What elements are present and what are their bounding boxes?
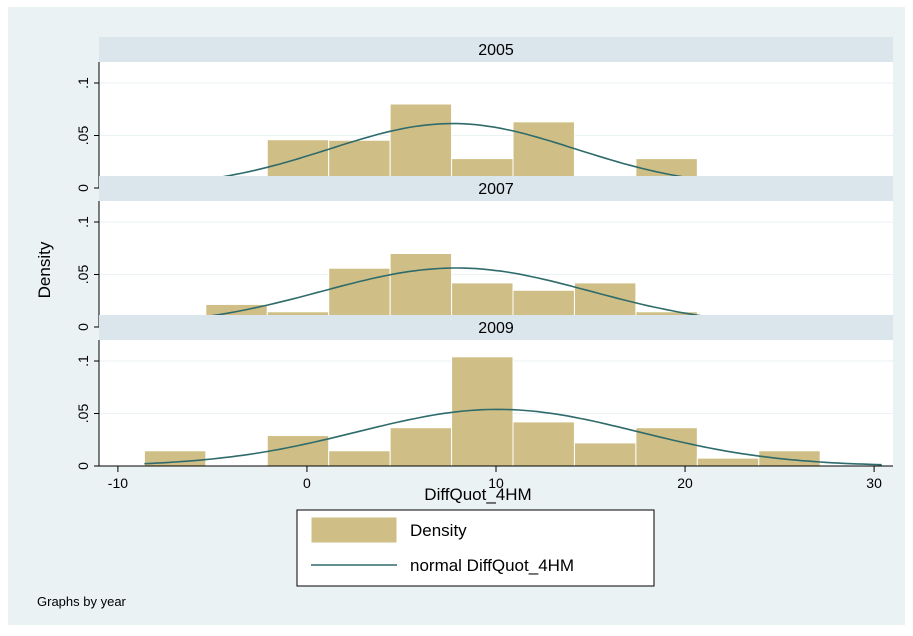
legend-density-label: Density (410, 521, 467, 540)
histogram-bar (573, 442, 637, 467)
panel-2005: 2005 0 .05 .1 (75, 37, 893, 192)
panel-2007: 2007 0 .05 .1 (75, 176, 893, 331)
panel-header-label: 2007 (478, 181, 514, 198)
panel-header (99, 315, 893, 340)
y-tick-label: .1 (75, 355, 91, 367)
y-tick-label: .05 (75, 126, 91, 146)
histogram-bar (389, 427, 453, 467)
x-axis: -10 0 10 20 30 (108, 466, 882, 491)
y-axis-label: Density (35, 241, 54, 298)
legend-density-swatch (310, 516, 398, 544)
x-tick-label: 30 (866, 475, 882, 491)
y-tick-label: 0 (75, 184, 91, 192)
graphs-by-note: Graphs by year (37, 594, 127, 609)
histogram-bar (512, 421, 575, 467)
histogram-bar (758, 450, 821, 467)
panel-header (99, 176, 893, 201)
histogram-bar (328, 450, 391, 467)
y-tick-label: .1 (75, 77, 91, 89)
histogram-bar (389, 103, 453, 189)
x-tick-label: 0 (303, 475, 311, 491)
panels-layer: 2005 0 .05 .1 2007 0 .05 .1 2009 0 .05 .1 (75, 37, 893, 470)
panel-2009: 2009 0 .05 .1 (75, 315, 893, 470)
legend: Density normal DiffQuot_4HM (296, 509, 655, 587)
y-tick-label: 0 (75, 323, 91, 331)
histogram-bar (696, 457, 760, 467)
legend-normal-label: normal DiffQuot_4HM (410, 556, 574, 575)
x-axis-label: DiffQuot_4HM (424, 485, 531, 504)
normal-curve (144, 408, 882, 466)
y-tick-label: .1 (75, 216, 91, 228)
panel-header-label: 2009 (478, 320, 514, 337)
panel-header (99, 37, 893, 62)
x-tick-label: -10 (108, 475, 128, 491)
x-tick-label: 10 (488, 475, 504, 491)
x-tick-label: 20 (677, 475, 693, 491)
y-tick-label: .05 (75, 265, 91, 285)
panel-header-label: 2005 (478, 42, 514, 59)
y-tick-label: .05 (75, 404, 91, 424)
y-tick-label: 0 (75, 462, 91, 470)
